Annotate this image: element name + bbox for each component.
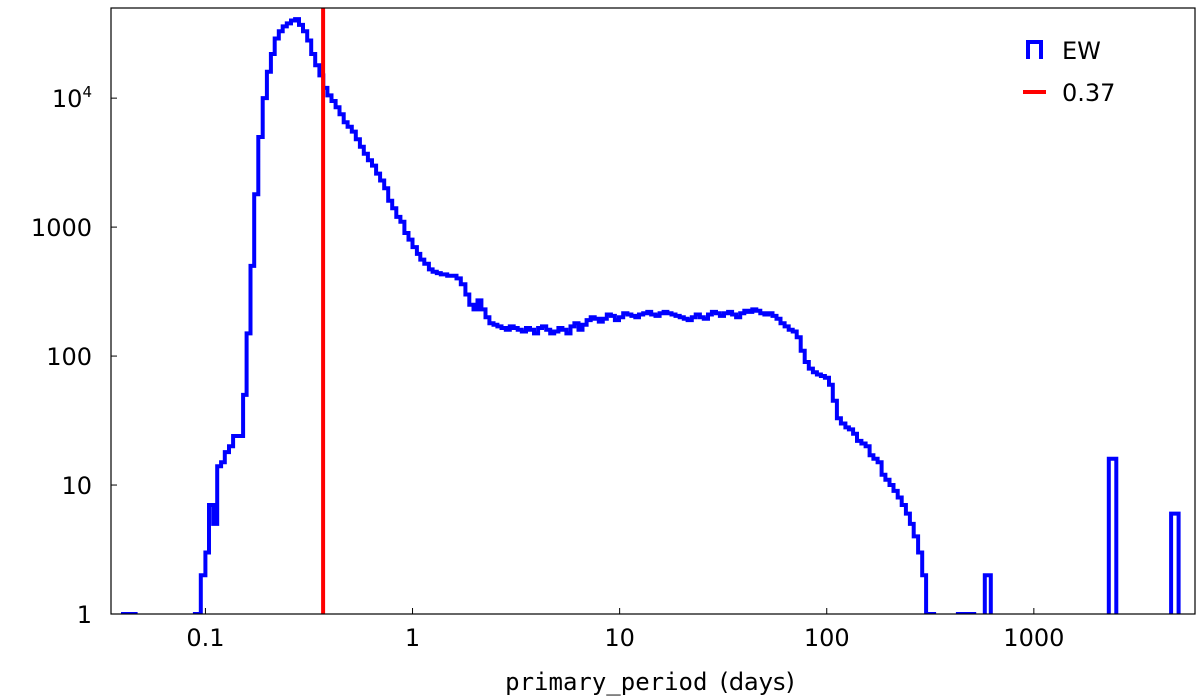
x-tick-label: 1000 xyxy=(1003,624,1064,652)
svg-text:primary_period (days): primary_period (days) xyxy=(505,668,795,696)
x-axis: 0.1 1 10 100 1000 xyxy=(186,608,1064,652)
x-axis-label-code: primary_period xyxy=(505,668,707,696)
legend-label: 0.37 xyxy=(1062,79,1115,107)
x-axis-label-unit: (days) xyxy=(719,668,794,696)
x-tick-label: 10 xyxy=(604,624,635,652)
plot-frame xyxy=(110,7,1196,615)
y-axis: 1 10 100 1000 104 xyxy=(31,83,117,629)
legend-swatch xyxy=(1026,40,1043,59)
series-layer xyxy=(121,8,1181,614)
x-tick-label: 1 xyxy=(405,624,420,652)
y-tick-label: 100 xyxy=(46,343,92,371)
legend: EW 0.37 xyxy=(1023,37,1115,107)
legend-label: EW xyxy=(1062,37,1101,65)
x-tick-label: 100 xyxy=(804,624,850,652)
series-ew-histogram xyxy=(121,17,1181,614)
y-tick-label: 1000 xyxy=(31,214,92,242)
y-tick-label: 1 xyxy=(77,601,92,629)
y-tick-label: 10 xyxy=(61,472,92,500)
y-tick-label: 104 xyxy=(52,83,92,113)
x-axis-label: primary_period (days) xyxy=(505,668,795,696)
x-tick-label: 0.1 xyxy=(186,624,224,652)
